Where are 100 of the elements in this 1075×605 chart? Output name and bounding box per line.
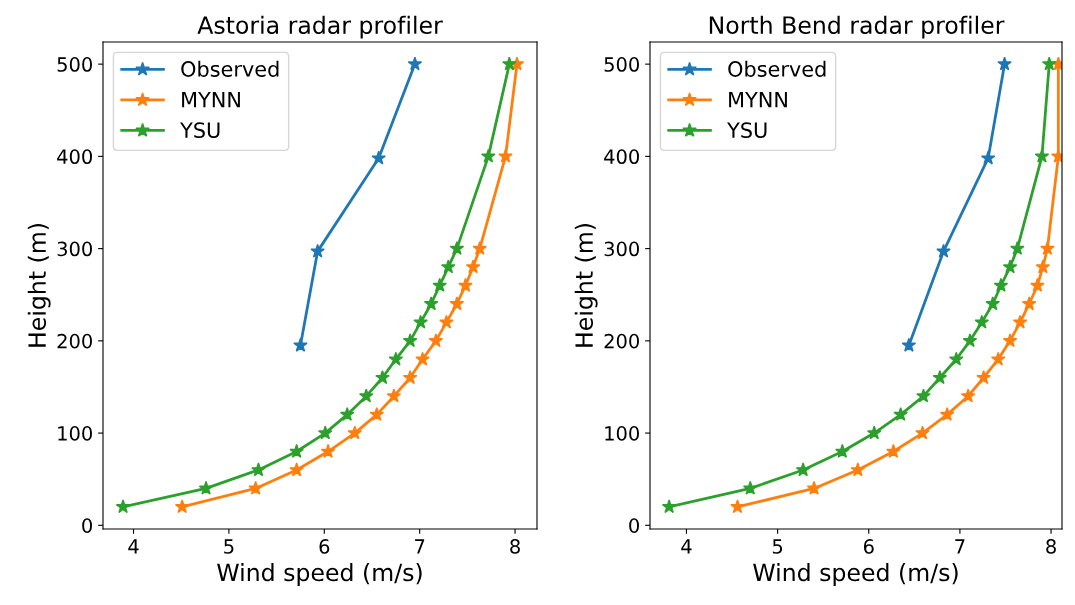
x-tick-label: 5 bbox=[772, 539, 783, 554]
point bbox=[886, 443, 901, 458]
point bbox=[806, 480, 822, 495]
point bbox=[407, 56, 423, 71]
point bbox=[985, 296, 1001, 311]
point bbox=[251, 462, 266, 477]
legend-label: MYNN bbox=[182, 91, 240, 108]
point bbox=[310, 243, 325, 258]
point bbox=[850, 462, 866, 477]
point bbox=[990, 351, 1006, 366]
y-tick-label: 100 bbox=[605, 426, 639, 441]
y-tick-label: 300 bbox=[604, 241, 639, 257]
point bbox=[948, 351, 964, 366]
point bbox=[1034, 148, 1050, 163]
point bbox=[661, 499, 677, 514]
point bbox=[936, 243, 951, 258]
point bbox=[402, 370, 418, 385]
point bbox=[375, 370, 390, 385]
point bbox=[449, 240, 465, 255]
point bbox=[916, 388, 931, 403]
point bbox=[423, 296, 439, 311]
point bbox=[432, 277, 448, 292]
point bbox=[1030, 277, 1045, 292]
x-tick-label: 7 bbox=[955, 539, 965, 554]
y-tick-label: 500 bbox=[604, 57, 639, 72]
legend-label: YSU bbox=[180, 122, 220, 139]
point bbox=[472, 240, 488, 255]
x-axis-title: Wind speed (m/s) bbox=[217, 563, 422, 586]
point bbox=[1010, 240, 1025, 255]
point bbox=[248, 480, 263, 495]
y-axis-title: Height (m) bbox=[27, 224, 51, 347]
point bbox=[428, 333, 444, 348]
point bbox=[449, 296, 465, 311]
x-tick-label: 6 bbox=[319, 539, 330, 554]
point bbox=[413, 314, 428, 329]
point bbox=[960, 388, 976, 403]
point bbox=[498, 148, 513, 163]
y-tick-label: 300 bbox=[57, 241, 92, 257]
point bbox=[174, 499, 190, 514]
point bbox=[1041, 56, 1057, 71]
chart-title: Astoria radar profiler bbox=[197, 15, 443, 39]
point bbox=[465, 259, 481, 274]
point bbox=[289, 443, 304, 458]
point bbox=[371, 150, 386, 165]
point bbox=[198, 480, 214, 495]
point bbox=[893, 406, 908, 421]
point bbox=[932, 370, 948, 385]
point bbox=[388, 351, 404, 366]
point bbox=[980, 150, 996, 165]
point bbox=[1040, 240, 1055, 255]
legend-label: MYNN bbox=[729, 91, 787, 108]
point bbox=[866, 425, 882, 440]
y-tick-label: 200 bbox=[57, 333, 92, 349]
y-tick-label: 400 bbox=[604, 149, 639, 165]
legend-label: YSU bbox=[727, 122, 767, 139]
point bbox=[1002, 259, 1018, 274]
y-tick-label: 100 bbox=[58, 426, 92, 441]
chart-title: North Bend radar profiler bbox=[709, 15, 1005, 39]
point bbox=[962, 333, 978, 348]
y-tick-label: 500 bbox=[57, 57, 92, 72]
point bbox=[730, 499, 745, 514]
x-tick-label: 7 bbox=[415, 539, 425, 554]
point bbox=[1035, 259, 1051, 274]
point bbox=[993, 277, 1009, 292]
point bbox=[347, 425, 363, 440]
point bbox=[386, 388, 402, 403]
point bbox=[317, 425, 333, 440]
point bbox=[481, 148, 496, 163]
legend-label: Observed bbox=[181, 60, 279, 77]
y-tick-label: 200 bbox=[604, 333, 639, 349]
point bbox=[939, 406, 955, 421]
point bbox=[402, 333, 418, 348]
x-axis-title: Wind speed (m/s) bbox=[753, 563, 958, 586]
point bbox=[742, 480, 758, 495]
point bbox=[439, 314, 454, 329]
legend-label: Observed bbox=[728, 60, 826, 77]
x-tick-label: 6 bbox=[863, 539, 874, 554]
x-tick-label: 8 bbox=[1046, 539, 1056, 554]
point bbox=[502, 56, 517, 71]
point bbox=[289, 462, 304, 477]
x-tick-label: 8 bbox=[510, 539, 520, 554]
y-axis-title: Height (m) bbox=[574, 224, 598, 347]
y-tick-label: 400 bbox=[57, 149, 92, 165]
point bbox=[440, 259, 456, 274]
y-tick-label: 0 bbox=[82, 518, 92, 533]
point bbox=[1021, 296, 1037, 311]
point bbox=[835, 443, 850, 458]
point bbox=[974, 314, 990, 329]
x-tick-label: 5 bbox=[224, 539, 234, 554]
point bbox=[320, 443, 336, 458]
point bbox=[358, 388, 374, 403]
x-tick-label: 4 bbox=[681, 539, 692, 554]
point bbox=[369, 406, 385, 421]
point bbox=[901, 337, 917, 352]
point bbox=[915, 425, 930, 440]
point bbox=[976, 370, 991, 385]
point bbox=[339, 406, 355, 421]
x-tick-label: 4 bbox=[128, 539, 139, 554]
y-tick-label: 0 bbox=[629, 518, 639, 533]
point bbox=[795, 462, 811, 477]
